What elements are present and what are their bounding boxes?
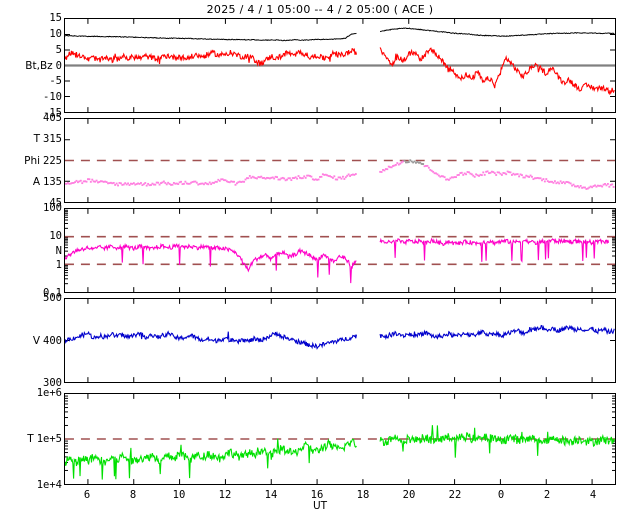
y-tick-label: 1 bbox=[55, 258, 62, 271]
y-tick-label: T 315 bbox=[33, 133, 62, 146]
y-tick-label: 500 bbox=[43, 292, 62, 304]
panel-phi-theta bbox=[64, 118, 616, 203]
y-tick-label: 5 bbox=[55, 43, 62, 56]
series-name-label: A bbox=[32, 175, 41, 188]
x-tick-label: 8 bbox=[129, 489, 137, 501]
y-tick-label: 10 bbox=[49, 27, 62, 40]
plot-area-phi bbox=[65, 119, 615, 202]
x-tick-label: 12 bbox=[218, 489, 232, 501]
panel-bt-bz bbox=[64, 18, 616, 113]
y-tick-label: -5 bbox=[49, 75, 62, 88]
x-tick-label: 6 bbox=[83, 489, 91, 501]
series-line-bz bbox=[65, 47, 615, 96]
y-tick-label: T 1e+5 bbox=[27, 433, 62, 445]
y-tick-label: 100 bbox=[43, 202, 62, 214]
y-tick-label: Phi 225 bbox=[24, 154, 62, 167]
x-axis-tick-labels: 6 8 10 12 14 16 18 20 22 0 2 4 bbox=[64, 489, 616, 503]
y-tick-label: 1e+4 bbox=[36, 479, 62, 491]
series-line-v bbox=[65, 324, 615, 350]
x-tick-label: 20 bbox=[402, 489, 416, 501]
plot-area-velocity bbox=[65, 299, 615, 382]
panel-temperature bbox=[64, 393, 616, 485]
y-tick-label: 405 bbox=[43, 112, 62, 124]
y-tick-label: -15 bbox=[43, 107, 62, 119]
x-axis-title: UT bbox=[312, 500, 328, 512]
y-tick-label: 10 bbox=[49, 230, 62, 243]
series-line-bt bbox=[65, 27, 615, 42]
series-line-n bbox=[65, 237, 610, 284]
panel-density bbox=[64, 208, 616, 293]
y-tick-label: A 135 bbox=[32, 175, 62, 188]
y-tick-label: Bt,Bz 0 bbox=[25, 59, 62, 72]
panel-velocity bbox=[64, 298, 616, 383]
x-tick-label: 10 bbox=[172, 489, 186, 501]
series-name-label: T bbox=[27, 433, 34, 445]
series-name-label: Bt,Bz bbox=[25, 59, 53, 72]
plot-area-density bbox=[65, 209, 615, 292]
y-tick-label: 0.1 bbox=[43, 287, 62, 299]
series-name-label: V bbox=[32, 334, 41, 347]
series-points-phi bbox=[65, 159, 615, 190]
x-tick-label: 16 bbox=[310, 489, 324, 501]
y-tick-label: -10 bbox=[43, 91, 62, 104]
y-tick-label: 300 bbox=[43, 377, 62, 389]
page-title: 2025 / 4 / 1 05:00 -- 4 / 2 05:00 ( ACE … bbox=[206, 3, 434, 16]
x-tick-label: 4 bbox=[589, 489, 597, 501]
series-line-t bbox=[65, 425, 615, 480]
plot-area-temperature bbox=[65, 394, 615, 484]
y-tick-label: 1e+6 bbox=[36, 387, 62, 399]
x-tick-label: 22 bbox=[448, 489, 462, 501]
series-name-label: T bbox=[33, 133, 41, 146]
y-tick-label: 45 bbox=[49, 197, 62, 209]
x-tick-label: 0 bbox=[497, 489, 505, 501]
series-name-label: N bbox=[55, 244, 62, 257]
x-tick-label: 2 bbox=[543, 489, 551, 501]
x-tick-label: 14 bbox=[264, 489, 278, 501]
series-name-label: Phi bbox=[24, 154, 41, 167]
x-tick-label: 18 bbox=[356, 489, 370, 501]
y-tick-label: V 400 bbox=[32, 334, 62, 347]
plot-area-bt-bz bbox=[65, 19, 615, 112]
y-tick-label: 15 bbox=[49, 12, 62, 24]
